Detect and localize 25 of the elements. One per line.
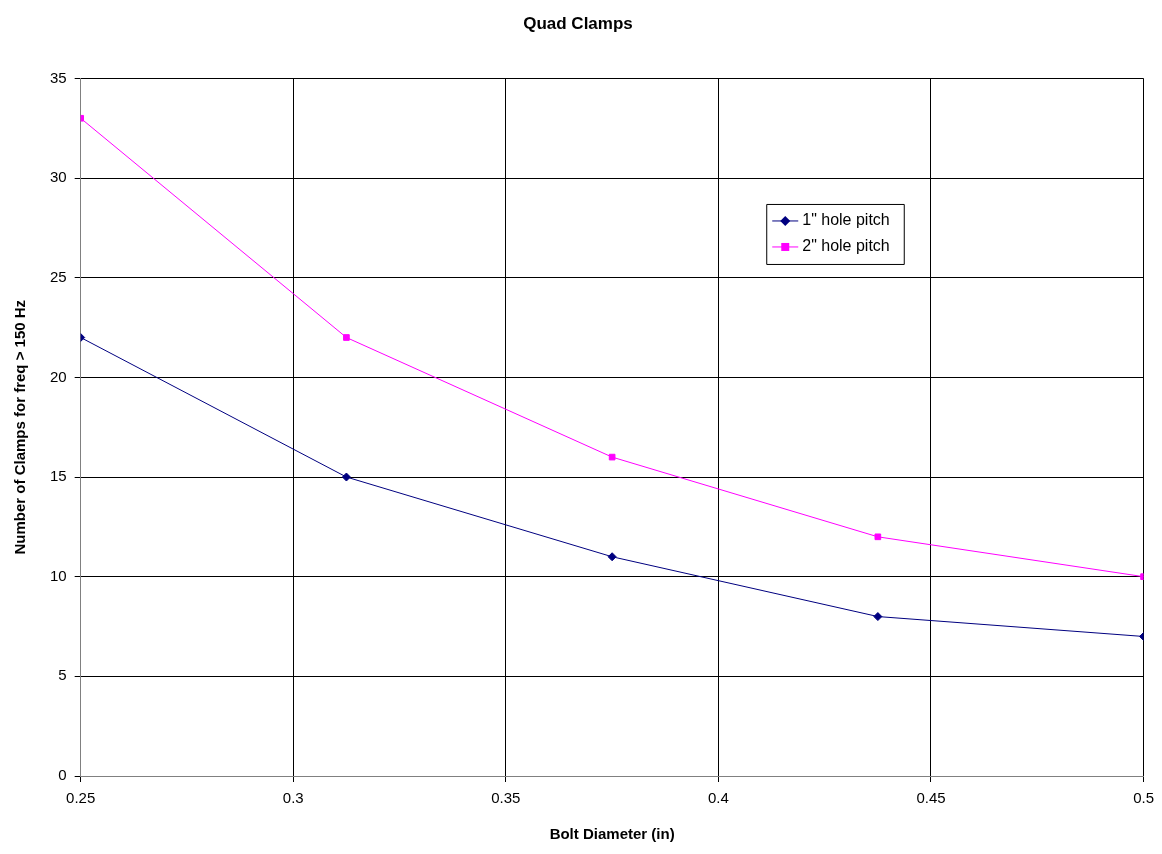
y-tick-label: 25 bbox=[50, 267, 67, 285]
x-tick-label: 0.4 bbox=[707, 789, 729, 807]
legend-label: 2" hole pitch bbox=[802, 237, 890, 255]
y-axis-title: Number of Clamps for freq > 150 Hz bbox=[11, 299, 29, 555]
x-axis-title: Bolt Diameter (in) bbox=[549, 825, 675, 843]
y-tick-label: 0 bbox=[58, 766, 67, 784]
x-tick-label: 0.5 bbox=[1133, 789, 1154, 807]
point bbox=[874, 533, 882, 541]
chart-title: Quad Clamps bbox=[523, 13, 633, 33]
x-tick-label: 0.35 bbox=[491, 789, 521, 807]
point bbox=[608, 453, 616, 461]
x-tick-label: 0.3 bbox=[282, 789, 304, 807]
x-tick-label: 0.25 bbox=[66, 789, 96, 807]
point bbox=[341, 472, 351, 482]
y-tick-label: 35 bbox=[50, 68, 67, 86]
legend-label: 1" hole pitch bbox=[802, 211, 890, 229]
y-tick-label: 15 bbox=[50, 467, 67, 485]
y-tick-label: 20 bbox=[50, 367, 67, 385]
y-tick-label: 30 bbox=[50, 168, 67, 186]
y-tick-label: 10 bbox=[50, 566, 67, 584]
point bbox=[873, 612, 883, 622]
x-tick-label: 0.45 bbox=[916, 789, 946, 807]
point bbox=[343, 334, 350, 341]
point bbox=[607, 552, 617, 562]
y-tick-label: 5 bbox=[58, 666, 67, 684]
